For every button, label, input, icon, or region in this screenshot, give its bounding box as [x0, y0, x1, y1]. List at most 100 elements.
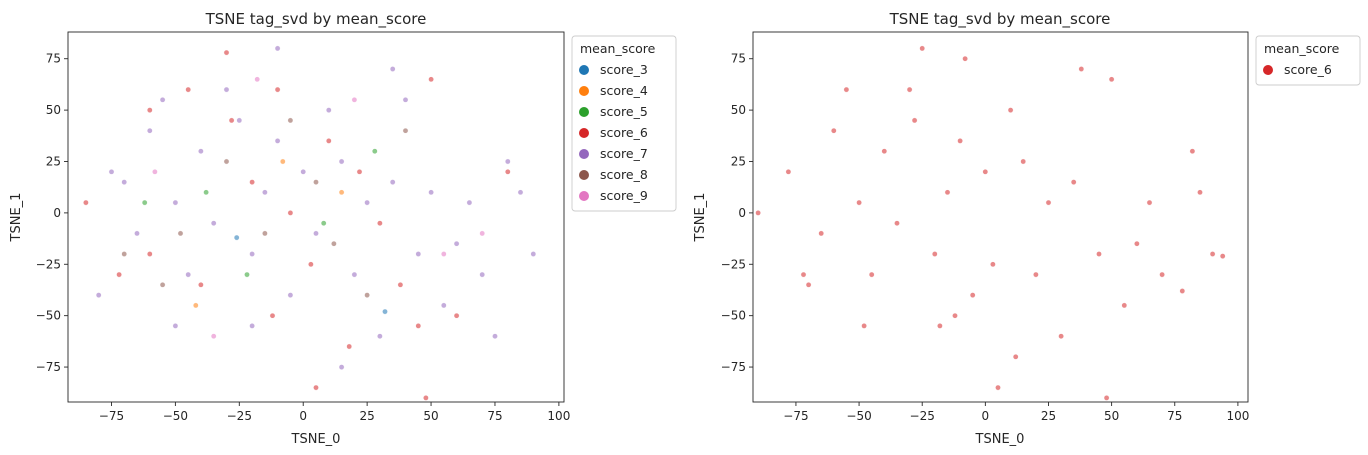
y-tick-label: 0: [738, 206, 746, 220]
point-score-6: [869, 272, 874, 277]
point-score-6: [995, 385, 1000, 390]
point-score-6: [756, 210, 761, 215]
point-score-7: [365, 200, 370, 205]
point-score-6: [1134, 241, 1139, 246]
point-score-8: [331, 241, 336, 246]
point-score-6: [1197, 190, 1202, 195]
point-score-6: [1079, 66, 1084, 71]
point-score-6: [288, 210, 293, 215]
chart-left-title: TSNE tag_svd by mean_score: [205, 10, 427, 29]
chart-left-plot-area: [83, 46, 536, 401]
point-score-7: [518, 190, 523, 195]
point-score-9: [211, 334, 216, 339]
point-score-7: [224, 87, 229, 92]
point-score-6: [970, 293, 975, 298]
y-tick-label: −75: [36, 360, 61, 374]
y-tick-label: 25: [46, 155, 61, 169]
point-score-5: [244, 272, 249, 277]
point-score-8: [178, 231, 183, 236]
legend-label-score-8: score_8: [600, 167, 648, 182]
legend-label-score-9: score_9: [600, 188, 648, 203]
point-score-6: [1021, 159, 1026, 164]
point-score-4: [280, 159, 285, 164]
legend-marker-score-5: [579, 107, 589, 117]
point-score-6: [313, 385, 318, 390]
x-tick-label: 50: [423, 409, 438, 423]
chart-right-plot-area: [756, 46, 1226, 401]
point-score-6: [147, 251, 152, 256]
point-score-6: [1190, 149, 1195, 154]
legend-title: mean_score: [580, 41, 656, 56]
chart-right-legend: mean_score score_6: [1256, 36, 1360, 85]
point-score-8: [262, 231, 267, 236]
point-score-5: [142, 200, 147, 205]
point-score-7: [390, 180, 395, 185]
point-score-6: [1071, 180, 1076, 185]
point-score-6: [958, 138, 963, 143]
point-score-6: [270, 313, 275, 318]
point-score-7: [492, 334, 497, 339]
legend-marker-score-6: [579, 128, 589, 138]
point-score-6: [224, 50, 229, 55]
point-score-7: [505, 159, 510, 164]
y-tick-label: 50: [731, 103, 746, 117]
point-score-7: [454, 241, 459, 246]
point-score-7: [147, 128, 152, 133]
point-score-9: [441, 251, 446, 256]
x-tick-label: 75: [487, 409, 502, 423]
point-score-8: [122, 251, 127, 256]
point-score-7: [339, 159, 344, 164]
point-score-7: [352, 272, 357, 277]
point-score-7: [262, 190, 267, 195]
point-score-6: [198, 282, 203, 287]
y-tick-label: −25: [36, 257, 61, 271]
x-tick-label: −50: [846, 409, 871, 423]
point-score-6: [1104, 395, 1109, 400]
x-tick-label: 25: [359, 409, 374, 423]
x-tick-label: −75: [783, 409, 808, 423]
point-score-6: [83, 200, 88, 205]
x-tick-label: −25: [910, 409, 935, 423]
chart-left-x-axis-label: TSNE_0: [291, 432, 341, 447]
legend-label-score-6: score_6: [600, 125, 648, 140]
point-score-6: [844, 87, 849, 92]
point-score-6: [1147, 200, 1152, 205]
point-score-6: [1096, 251, 1101, 256]
point-score-6: [186, 87, 191, 92]
chart-right-title: TSNE tag_svd by mean_score: [889, 10, 1111, 29]
point-score-7: [441, 303, 446, 308]
point-score-6: [920, 46, 925, 51]
chart-left-x-ticks: −75 −50 −25 0 25 50 75 100: [99, 402, 571, 423]
x-tick-label: 75: [1167, 409, 1182, 423]
x-tick-label: 0: [982, 409, 990, 423]
point-score-6: [454, 313, 459, 318]
point-score-7: [377, 334, 382, 339]
point-score-6: [398, 282, 403, 287]
point-score-6: [357, 169, 362, 174]
point-score-7: [173, 323, 178, 328]
point-score-6: [882, 149, 887, 154]
y-tick-label: 25: [731, 155, 746, 169]
chart-left-y-ticks: −75 −50 −25 0 25 50 75: [36, 52, 68, 374]
chart-right-x-ticks: −75 −50 −25 0 25 50 75 100: [783, 402, 1249, 423]
point-score-7: [198, 149, 203, 154]
point-score-9: [352, 97, 357, 102]
point-score-5: [372, 149, 377, 154]
point-score-6: [801, 272, 806, 277]
point-score-6: [308, 262, 313, 267]
point-score-6: [147, 108, 152, 113]
point-score-5: [204, 190, 209, 195]
point-score-6: [229, 118, 234, 123]
point-score-8: [403, 128, 408, 133]
y-tick-label: 0: [53, 206, 61, 220]
x-tick-label: 100: [547, 409, 570, 423]
point-score-6: [347, 344, 352, 349]
chart-right-x-axis-label: TSNE_0: [975, 432, 1025, 447]
legend-marker-score-6: [1263, 65, 1273, 75]
point-score-3: [234, 235, 239, 240]
chart-right: TSNE tag_svd by mean_score −75 −50 −25 0 25 5…: [693, 10, 1360, 447]
legend-label-score-7: score_7: [600, 146, 648, 161]
legend-marker-score-7: [579, 149, 589, 159]
point-score-7: [416, 251, 421, 256]
point-score-7: [275, 138, 280, 143]
